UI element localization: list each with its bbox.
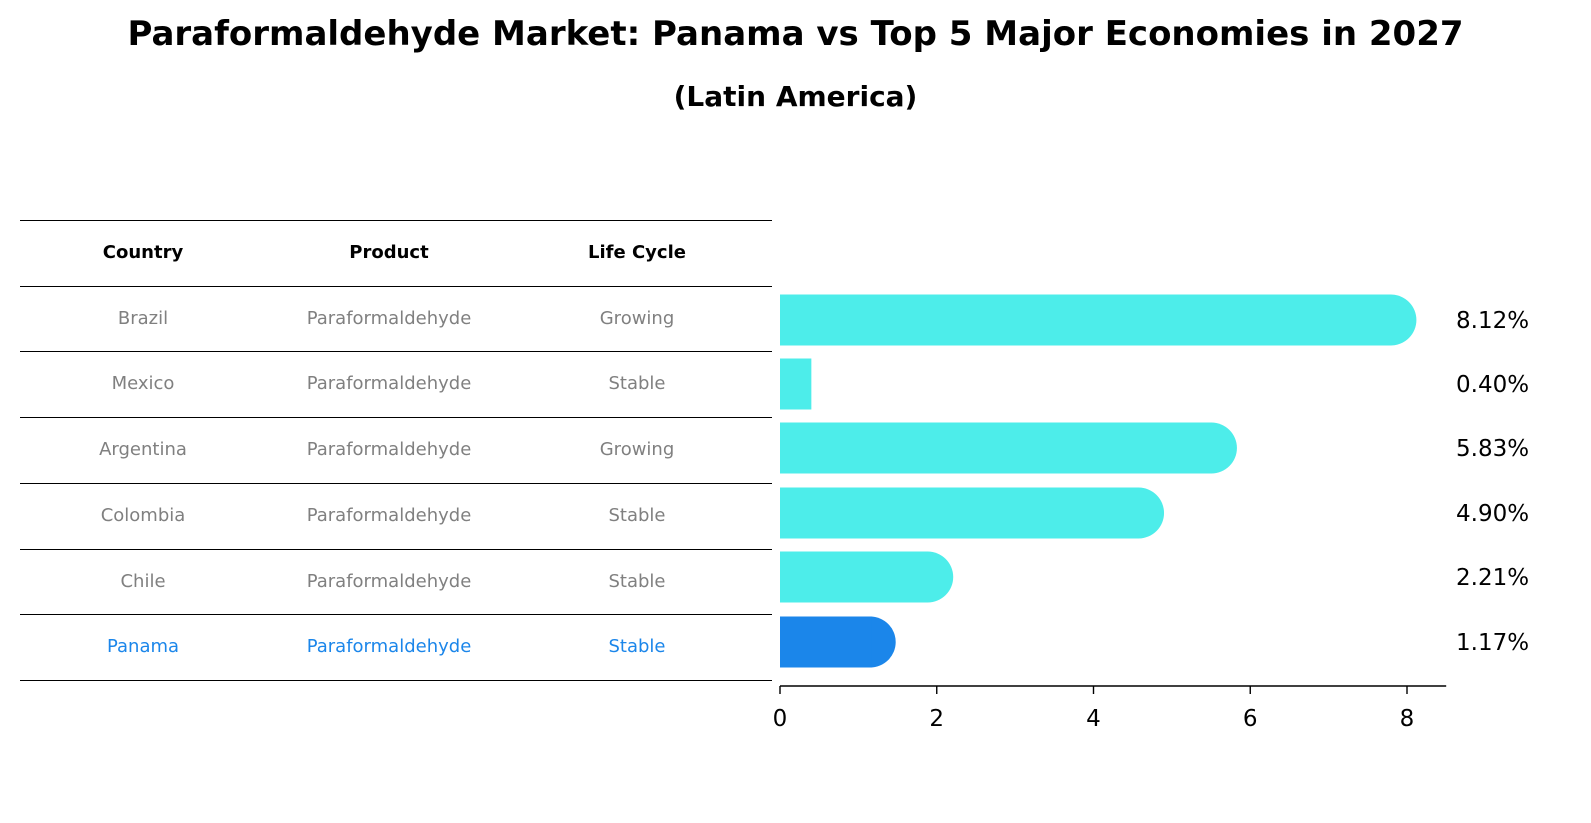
table-rule-7 [20,680,772,681]
table-cell-lifecycle: Stable [608,373,666,394]
table-cell-product: Paraformaldehyde [306,505,472,526]
table-rule-2 [20,351,772,352]
x-tick-label: 2 [929,706,944,732]
header-country: Country [102,242,184,263]
value-label: 1.17% [1456,630,1529,656]
header-lifecycle: Life Cycle [588,242,686,263]
table-cell-product: Paraformaldehyde [306,636,472,657]
value-label: 5.83% [1456,436,1529,462]
value-label: 2.21% [1456,565,1529,591]
table-cell-country: Panama [106,636,180,657]
bar-argentina [780,422,1237,474]
x-tick-label: 4 [1086,706,1101,732]
table-cell-product: Paraformaldehyde [306,373,472,394]
x-tick-label: 6 [1243,706,1258,732]
value-label: 0.40% [1456,372,1529,398]
table-cell-country: Mexico [111,373,175,394]
bar-chile [780,551,954,603]
bar-colombia [780,487,1165,539]
table-cell-lifecycle: Stable [608,570,666,592]
table-rule-6 [20,614,772,615]
table-rule-1 [20,286,772,287]
table-cell-product: Paraformaldehyde [306,307,472,329]
header-product: Product [349,242,429,263]
table-cell-lifecycle: Growing [599,439,675,460]
data-table: Country Product Life Cycle Brazil Paraformal… [20,0,772,823]
value-label: 8.12% [1456,308,1529,334]
chart-title: Paraformaldehyde Market: Panama vs Top 5… [127,14,1464,54]
bar-mexico [780,358,812,410]
table-cell-lifecycle: Growing [599,307,675,329]
table-cell-country: Brazil [117,307,169,329]
table-rule-0 [20,220,772,221]
table-cell-product: Paraformaldehyde [306,570,472,592]
table-cell-product: Paraformaldehyde [306,439,472,460]
x-tick-label: 8 [1400,706,1415,732]
chart-subtitle: (Latin America) [673,80,918,113]
x-tick-label: 0 [773,706,788,732]
table-rule-5 [20,549,772,550]
table-cell-lifecycle: Stable [608,505,666,526]
table-rule-3 [20,417,772,418]
value-label: 4.90% [1456,501,1529,527]
bar-panama [780,616,896,668]
table-cell-lifecycle: Stable [608,636,666,657]
table-cell-country: Chile [120,570,166,592]
table-cell-country: Argentina [99,439,187,460]
bar-brazil [780,294,1417,346]
table-cell-country: Colombia [100,505,186,526]
table-rule-4 [20,483,772,484]
